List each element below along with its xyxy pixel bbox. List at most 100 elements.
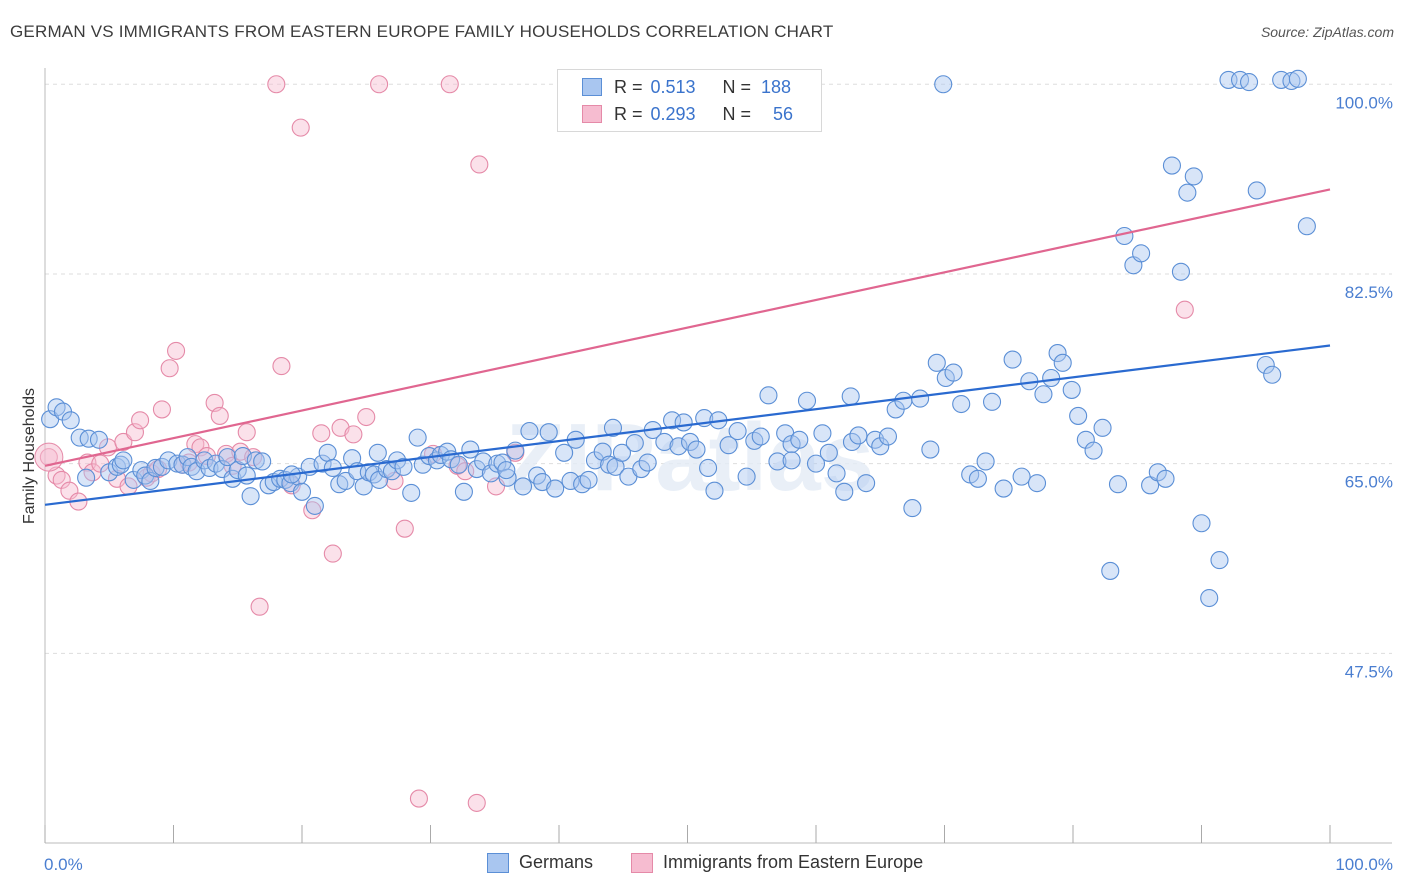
german-point [354,477,373,496]
german-point [1101,561,1120,580]
german-point [819,443,838,462]
german-point [520,422,539,441]
german-point [497,461,516,480]
immigrants-point [467,793,486,812]
immigrants-point [323,544,342,563]
german-point [368,443,387,462]
immigrants-point [456,462,475,481]
german-point [498,468,517,487]
german-point [1069,406,1088,425]
legend-swatch-germans [487,852,509,873]
german-point [1093,418,1112,437]
legend-n-label: N = [722,103,752,124]
german-point [1084,441,1103,460]
german-point [976,452,995,471]
german-point [841,387,860,406]
legend-n-label: N = [722,76,752,97]
german-point [674,413,693,432]
immigrants-point [344,425,363,444]
german-point [871,437,890,456]
immigrants-point [291,118,310,137]
german-point [579,470,598,489]
german-point [790,430,809,449]
german-point [806,454,826,473]
immigrants-point [210,406,229,425]
german-point [1162,156,1181,175]
german-point [241,487,260,506]
immigrants-point [370,75,389,94]
german-point [1132,244,1151,263]
german-point [994,479,1013,498]
german-point [911,389,930,408]
immigrants-point [1175,300,1194,319]
y-tick-label: 100.0% [1335,93,1393,112]
german-point [719,436,738,455]
german-point [1027,474,1047,493]
german-point [61,411,80,430]
german-point [1200,588,1219,608]
german-point [77,468,96,487]
immigrants-point [267,75,286,94]
x-tick-label-min: 0.0% [44,855,83,874]
german-point [782,451,801,470]
german-point [555,443,574,462]
y-tick-labels: 47.5% 65.0% 82.5% 100.0% [1335,93,1393,681]
german-point [546,479,565,498]
german-point [687,440,706,459]
german-point [318,443,337,462]
german-point [1156,469,1175,488]
legend-r-value: 0.513 [650,76,696,97]
german-point [759,386,778,405]
german-point [1256,355,1275,375]
german-point [313,454,332,473]
german-point [737,467,756,486]
german-point [894,391,913,410]
german-point [857,474,876,493]
legend-label-germans: Germans [519,852,594,872]
german-point [849,426,868,445]
german-point [878,427,898,446]
immigrants-point [440,75,459,94]
immigrants-point [114,432,133,452]
german-point [561,471,580,491]
german-point [305,496,324,515]
german-point [1178,183,1197,202]
german-point [1247,181,1266,200]
german-point [1192,514,1211,533]
german-point [1108,475,1128,494]
gridlines [45,83,1392,654]
german-point [1012,467,1031,486]
immigrants-point-large [34,442,64,472]
german-point [768,452,787,471]
german-point [136,466,155,485]
german-point [669,437,688,456]
stats-legend: R = 0.513 N = 188 R = 0.293 N = 56 [557,69,822,132]
german-point [663,411,682,430]
immigrants-point [357,407,376,427]
german-point [1048,344,1067,363]
german-point [253,452,272,471]
source-label: Source: ZipAtlas.com [1260,24,1394,40]
german-point [1184,167,1203,186]
german-point [70,428,89,447]
german-point [394,457,413,476]
german-point [1171,262,1190,281]
german-point [842,432,862,452]
german-point [728,422,747,441]
german-point [336,471,355,491]
legend-r-label: R = [614,103,643,124]
bottom-legend: Germans Immigrants from Eastern Europe [0,852,1406,878]
immigrants-point [395,519,414,538]
german-point [982,392,1002,411]
y-axis-label: Family Households [21,388,38,524]
german-point [1288,69,1307,88]
watermark: ZIPatlas [506,404,874,511]
german-point [449,455,468,474]
german-point [927,353,946,372]
immigrants-point [131,411,150,430]
german-point [705,481,724,500]
german-point [813,424,832,443]
legend-swatch-immigrants [582,105,602,123]
german-point [1263,365,1282,384]
